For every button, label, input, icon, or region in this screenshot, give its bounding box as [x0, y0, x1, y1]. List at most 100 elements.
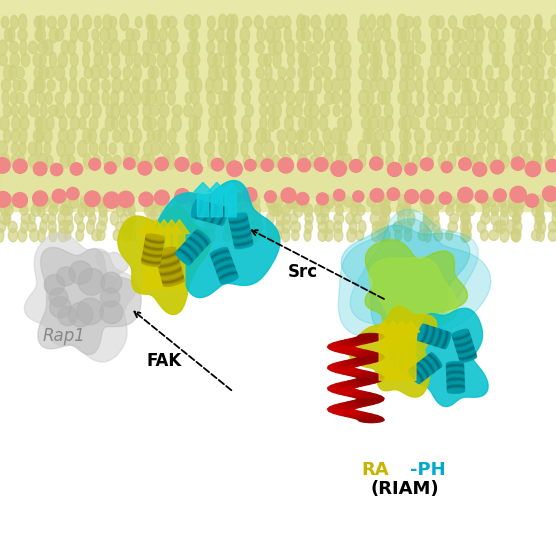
Circle shape: [175, 188, 190, 203]
Ellipse shape: [473, 153, 483, 169]
Ellipse shape: [217, 265, 234, 272]
Ellipse shape: [518, 117, 528, 130]
Ellipse shape: [330, 366, 356, 373]
Ellipse shape: [476, 80, 485, 91]
Ellipse shape: [142, 196, 152, 208]
Ellipse shape: [0, 229, 4, 242]
Circle shape: [101, 272, 122, 293]
Ellipse shape: [194, 200, 200, 218]
Ellipse shape: [511, 103, 519, 118]
Ellipse shape: [436, 195, 444, 209]
Ellipse shape: [358, 355, 384, 360]
Ellipse shape: [448, 221, 458, 232]
Ellipse shape: [438, 155, 445, 168]
Ellipse shape: [192, 235, 206, 247]
Ellipse shape: [173, 212, 182, 225]
Ellipse shape: [255, 42, 265, 53]
Ellipse shape: [446, 366, 464, 370]
Ellipse shape: [373, 64, 382, 81]
Ellipse shape: [368, 116, 378, 130]
Ellipse shape: [381, 213, 390, 224]
Ellipse shape: [520, 41, 528, 54]
Ellipse shape: [547, 141, 555, 157]
Ellipse shape: [12, 116, 21, 131]
Ellipse shape: [380, 229, 390, 241]
Ellipse shape: [145, 244, 163, 249]
Ellipse shape: [203, 229, 211, 241]
Ellipse shape: [330, 384, 356, 390]
Ellipse shape: [525, 130, 532, 142]
Ellipse shape: [49, 52, 56, 68]
Circle shape: [67, 187, 79, 200]
Ellipse shape: [535, 14, 542, 30]
Circle shape: [525, 161, 540, 177]
Ellipse shape: [310, 104, 319, 117]
Ellipse shape: [65, 142, 75, 155]
Polygon shape: [154, 220, 174, 289]
Polygon shape: [118, 206, 211, 315]
Ellipse shape: [416, 364, 428, 378]
Ellipse shape: [381, 196, 390, 207]
Circle shape: [85, 191, 100, 206]
Ellipse shape: [532, 102, 542, 119]
Ellipse shape: [158, 261, 180, 269]
Ellipse shape: [385, 78, 393, 93]
Circle shape: [190, 193, 205, 208]
Ellipse shape: [468, 155, 478, 167]
Ellipse shape: [208, 64, 219, 81]
Ellipse shape: [144, 249, 162, 254]
Ellipse shape: [350, 351, 376, 356]
Ellipse shape: [453, 334, 470, 340]
Ellipse shape: [142, 91, 150, 106]
Ellipse shape: [176, 252, 190, 265]
Ellipse shape: [302, 78, 309, 93]
Ellipse shape: [211, 249, 228, 256]
Ellipse shape: [269, 115, 275, 131]
Circle shape: [420, 190, 434, 203]
Ellipse shape: [468, 103, 477, 118]
Ellipse shape: [353, 358, 379, 363]
Ellipse shape: [361, 117, 371, 130]
Ellipse shape: [10, 53, 19, 68]
Polygon shape: [38, 247, 141, 355]
Ellipse shape: [85, 203, 95, 217]
Ellipse shape: [531, 67, 538, 78]
Ellipse shape: [42, 214, 48, 224]
Ellipse shape: [376, 153, 383, 169]
Ellipse shape: [100, 142, 107, 156]
Ellipse shape: [324, 229, 332, 241]
Ellipse shape: [356, 356, 383, 362]
Circle shape: [510, 186, 526, 202]
Ellipse shape: [231, 14, 238, 30]
Ellipse shape: [322, 41, 330, 54]
Ellipse shape: [44, 142, 51, 155]
Ellipse shape: [162, 16, 170, 28]
Ellipse shape: [212, 252, 230, 260]
Circle shape: [261, 159, 274, 171]
Ellipse shape: [219, 270, 236, 277]
Ellipse shape: [87, 195, 95, 208]
Ellipse shape: [340, 369, 365, 375]
Ellipse shape: [33, 196, 41, 207]
Ellipse shape: [331, 128, 341, 144]
Ellipse shape: [145, 241, 163, 246]
Ellipse shape: [177, 250, 191, 263]
Text: (RIAM): (RIAM): [370, 480, 439, 498]
Ellipse shape: [162, 203, 170, 217]
Ellipse shape: [188, 154, 197, 168]
Ellipse shape: [151, 196, 161, 208]
Ellipse shape: [34, 16, 42, 28]
Ellipse shape: [353, 214, 361, 224]
Ellipse shape: [351, 203, 358, 217]
Ellipse shape: [87, 220, 95, 234]
Circle shape: [139, 192, 153, 206]
Ellipse shape: [438, 39, 446, 56]
Ellipse shape: [150, 67, 159, 79]
Ellipse shape: [322, 67, 332, 78]
Ellipse shape: [301, 16, 310, 29]
Ellipse shape: [227, 128, 236, 143]
Ellipse shape: [301, 29, 311, 41]
Ellipse shape: [121, 128, 129, 144]
Ellipse shape: [220, 272, 237, 280]
Ellipse shape: [529, 53, 538, 67]
